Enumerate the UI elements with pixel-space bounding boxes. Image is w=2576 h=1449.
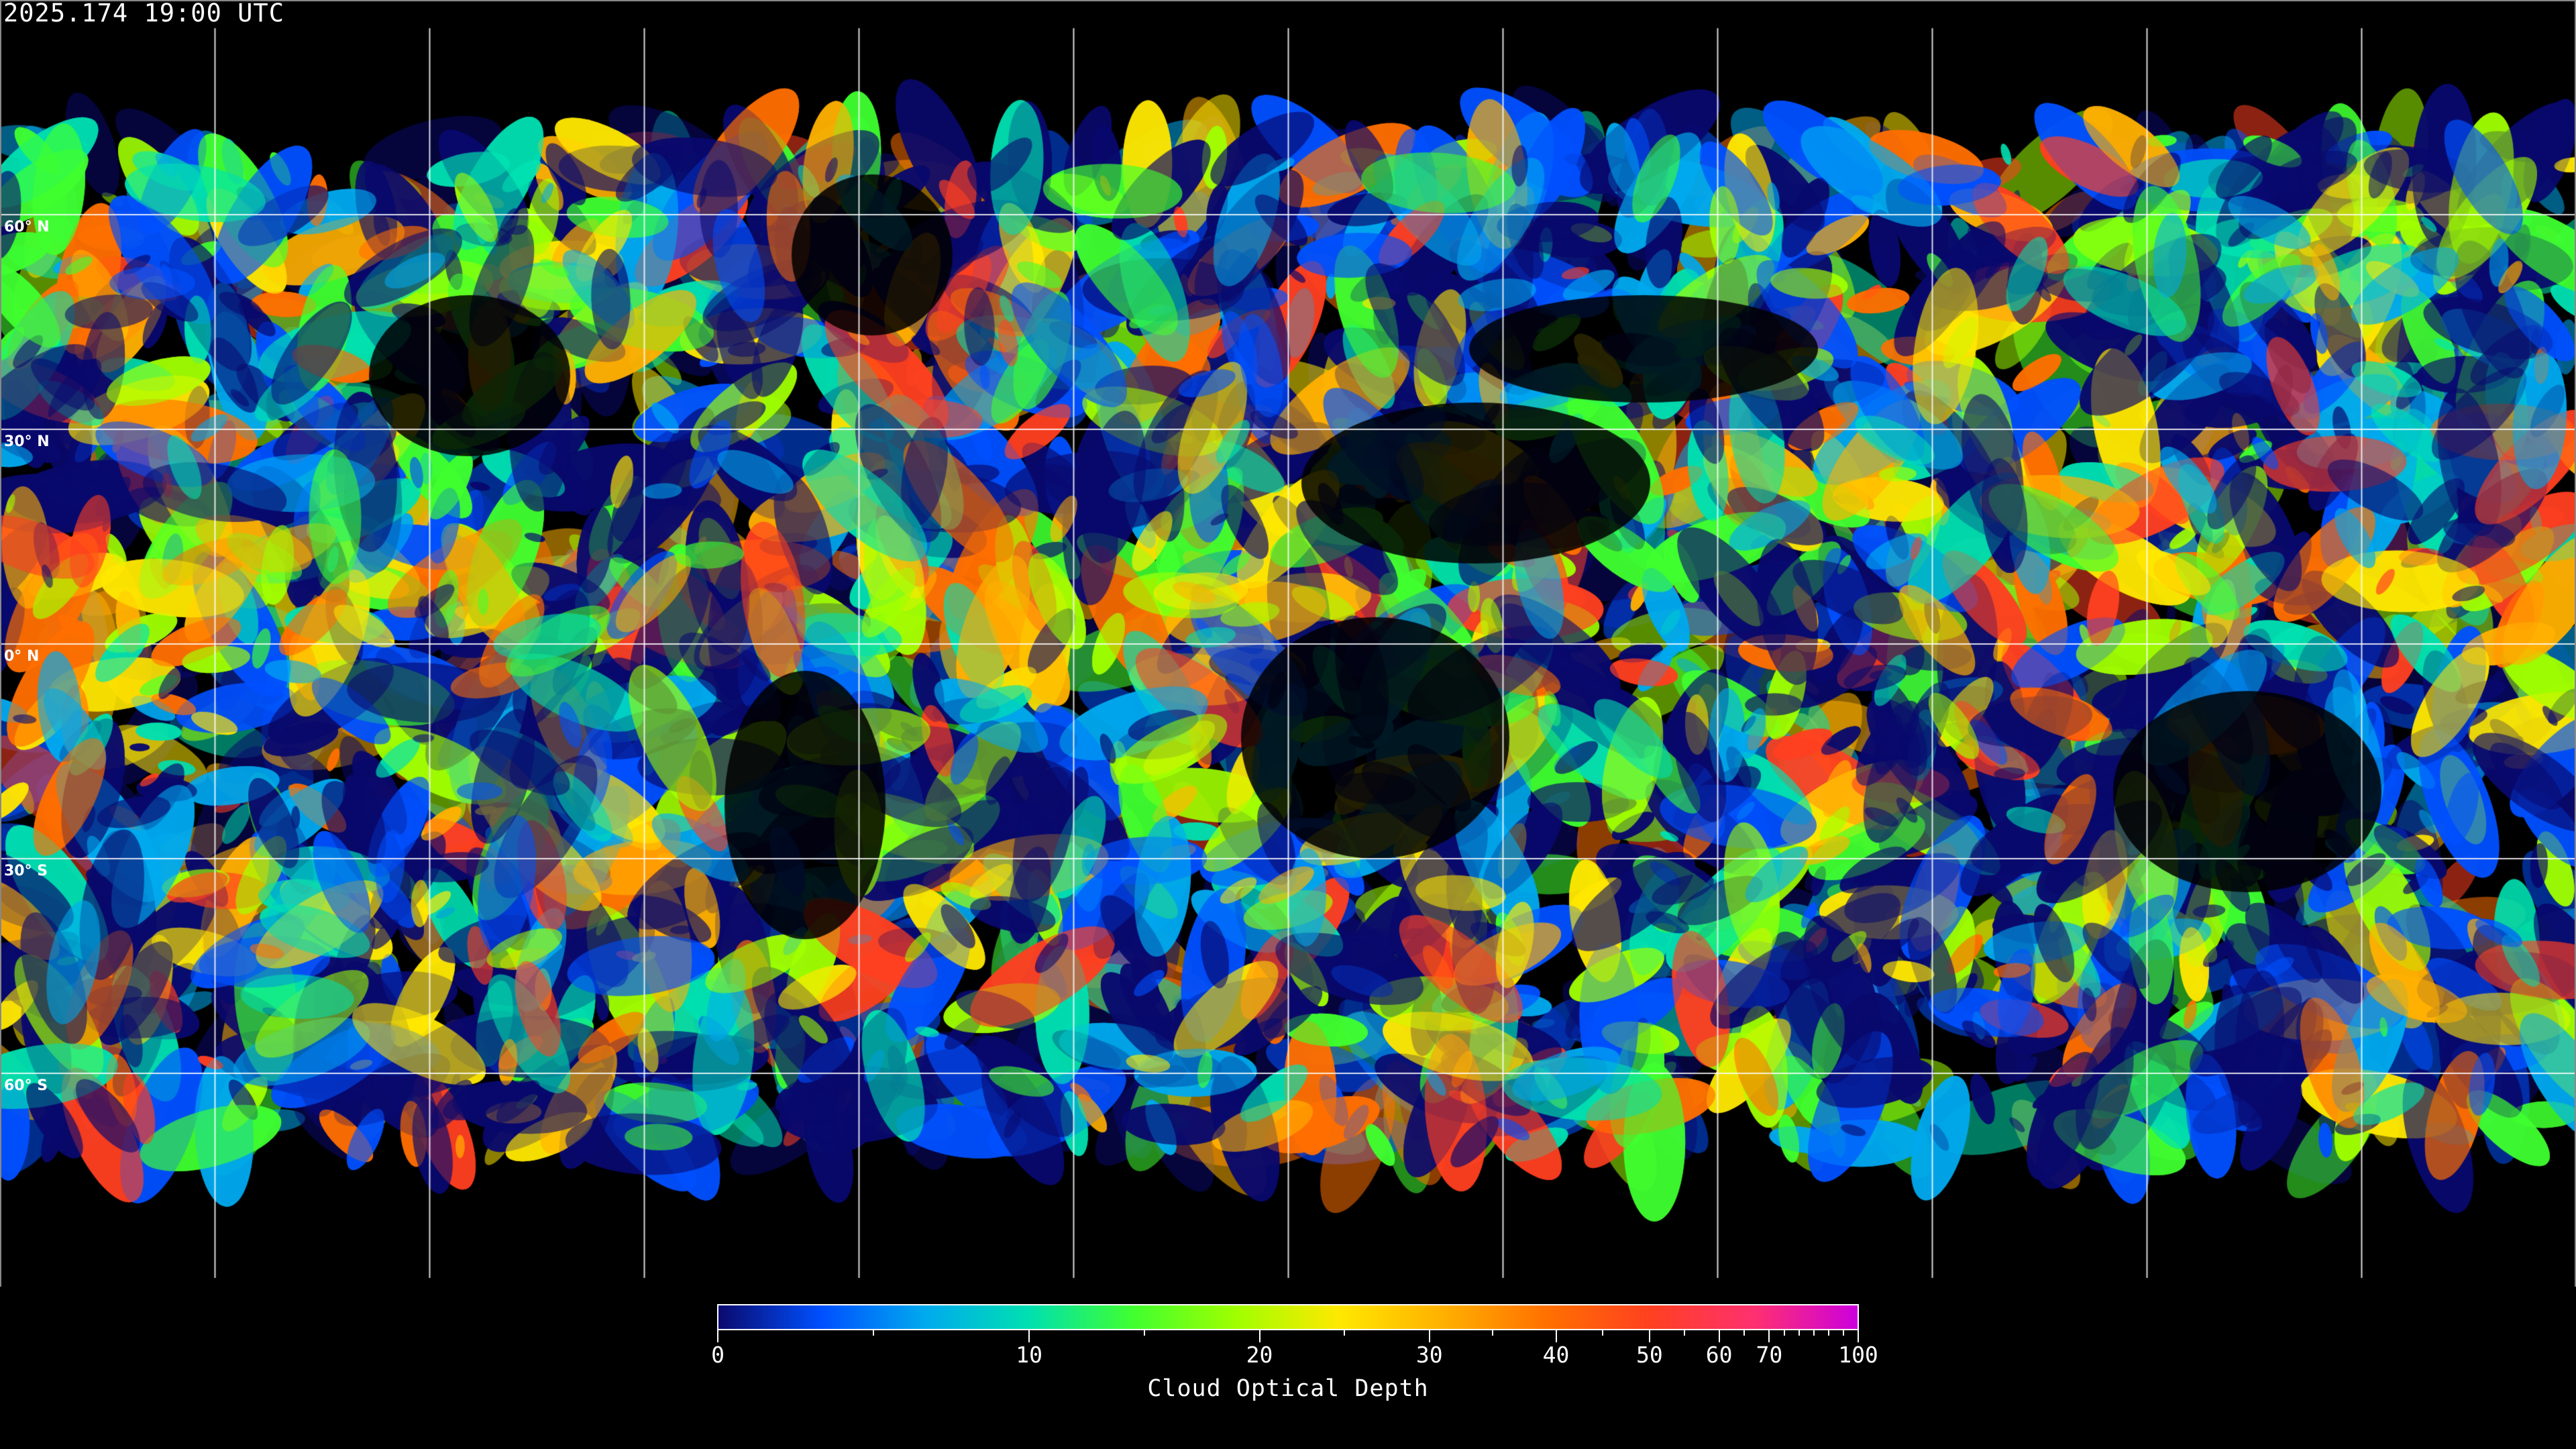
colorbar-major-tick xyxy=(1555,1330,1557,1342)
colorbar-tick-label: 60 xyxy=(1705,1342,1733,1368)
colorbar-minor-tick xyxy=(873,1330,875,1336)
colorbar-tick-label: 70 xyxy=(1756,1342,1783,1368)
colorbar-minor-tick xyxy=(1813,1330,1815,1336)
latitude-label: 60° S xyxy=(4,1077,48,1094)
colorbar-major-tick xyxy=(1858,1330,1859,1342)
colorbar-major-tick xyxy=(1028,1330,1030,1342)
colorbar-minor-tick xyxy=(1143,1330,1145,1336)
cloud-optical-depth-map xyxy=(0,0,2576,1288)
latitude-label: 30° N xyxy=(4,433,50,450)
colorbar-minor-tick xyxy=(1743,1330,1745,1336)
colorbar-tick-label: 20 xyxy=(1246,1342,1273,1368)
colorbar-major-tick xyxy=(1648,1330,1650,1342)
colorbar-tick-label: 100 xyxy=(1838,1342,1878,1368)
latitude-label: 30° S xyxy=(4,863,48,879)
colorbar-minor-tick xyxy=(1602,1330,1604,1336)
latitude-label: 60° N xyxy=(4,219,50,235)
colorbar-minor-tick xyxy=(1783,1330,1785,1336)
colorbar-minor-tick xyxy=(1492,1330,1494,1336)
map-frame xyxy=(0,0,2576,1287)
latitude-label: 0° N xyxy=(4,648,40,665)
colorbar-tick-label: 50 xyxy=(1636,1342,1663,1368)
colorbar-major-tick xyxy=(1718,1330,1720,1342)
colorbar-tick-label: 40 xyxy=(1542,1342,1570,1368)
colorbar-minor-tick xyxy=(1798,1330,1800,1336)
colorbar-major-tick xyxy=(717,1330,718,1342)
colorbar-tick-label: 30 xyxy=(1415,1342,1443,1368)
colorbar-minor-tick xyxy=(1842,1330,1844,1336)
colorbar-minor-tick xyxy=(1344,1330,1346,1336)
colorbar-major-tick xyxy=(1768,1330,1770,1342)
colorbar-tick-label: 10 xyxy=(1016,1342,1042,1368)
colorbar-minor-tick xyxy=(1683,1330,1685,1336)
colorbar-major-tick xyxy=(1258,1330,1260,1342)
timestamp-title: 2025.174 19:00 UTC xyxy=(3,0,284,28)
colorbar-tick-label: 0 xyxy=(711,1342,724,1368)
colorbar-major-tick xyxy=(1428,1330,1430,1342)
colorbar-minor-tick xyxy=(1827,1330,1829,1336)
colorbar-title: Cloud Optical Depth xyxy=(1147,1375,1429,1402)
colorbar xyxy=(717,1304,1859,1330)
